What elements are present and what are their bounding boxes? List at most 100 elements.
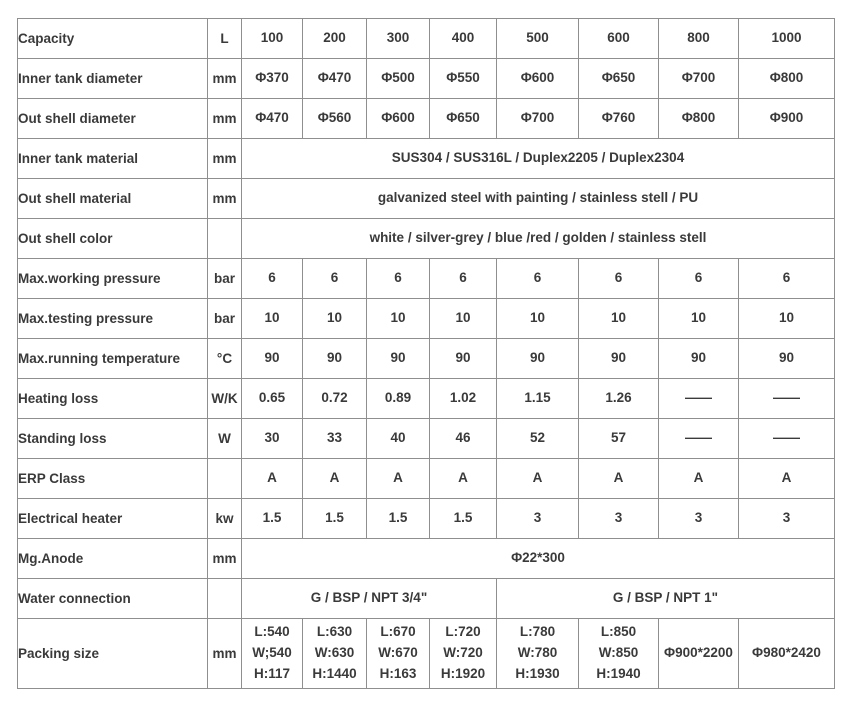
cell-value: Φ600 <box>496 58 579 99</box>
row-label: Inner tank material <box>17 138 208 179</box>
cell-value: A <box>241 458 303 499</box>
cell-value: 33 <box>302 418 367 459</box>
cell-value: 52 <box>496 418 579 459</box>
table-row-erp-class: ERP Class A A A A A A A A <box>17 458 835 499</box>
row-label: Max.testing pressure <box>17 298 208 339</box>
row-label: ERP Class <box>17 458 208 499</box>
cell-value: 90 <box>658 338 739 379</box>
water-connection-small: G / BSP / NPT 3/4" <box>241 578 497 619</box>
cell-span-value: white / silver-grey / blue /red / golden… <box>241 218 835 259</box>
cell-value: 90 <box>738 338 835 379</box>
table-row-capacity: Capacity L 100 200 300 400 500 600 800 1… <box>17 18 835 59</box>
cell-value: 90 <box>366 338 430 379</box>
row-label: Packing size <box>17 618 208 689</box>
cell-value: 3 <box>658 498 739 539</box>
cell-value: 90 <box>241 338 303 379</box>
packing-size-value: L:630 W:630 H:1440 <box>302 618 367 689</box>
cell-value: Φ650 <box>578 58 659 99</box>
water-connection-large: G / BSP / NPT 1" <box>496 578 835 619</box>
row-unit: W <box>207 418 242 459</box>
cell-value: A <box>429 458 497 499</box>
row-label: Out shell color <box>17 218 208 259</box>
cell-value: 30 <box>241 418 303 459</box>
cell-value: A <box>578 458 659 499</box>
cell-value: 57 <box>578 418 659 459</box>
packing-size-value: Φ900*2200 <box>658 618 739 689</box>
cell-value: 40 <box>366 418 430 459</box>
packing-size-value: Φ980*2420 <box>738 618 835 689</box>
row-label: Out shell material <box>17 178 208 219</box>
cell-value: 6 <box>658 258 739 299</box>
table-row-max-testing-pressure: Max.testing pressure bar 10 10 10 10 10 … <box>17 298 835 339</box>
row-label: Electrical heater <box>17 498 208 539</box>
cell-value: 1.5 <box>241 498 303 539</box>
table-row-inner-tank-material: Inner tank material mm SUS304 / SUS316L … <box>17 138 835 179</box>
cell-value: A <box>658 458 739 499</box>
cell-value: Φ700 <box>496 98 579 139</box>
table-row-out-shell-color: Out shell color white / silver-grey / bl… <box>17 218 835 259</box>
cell-value: Φ600 <box>366 98 430 139</box>
cell-value: —— <box>658 418 739 459</box>
cell-value: Φ760 <box>578 98 659 139</box>
cell-value: —— <box>738 418 835 459</box>
cell-value: Φ900 <box>738 98 835 139</box>
cell-value: A <box>302 458 367 499</box>
table-row-mg-anode: Mg.Anode mm Φ22*300 <box>17 538 835 579</box>
cell-value: Φ370 <box>241 58 303 99</box>
row-unit: bar <box>207 298 242 339</box>
cell-value: 3 <box>496 498 579 539</box>
cell-value: 10 <box>738 298 835 339</box>
cell-value: 6 <box>302 258 367 299</box>
cell-value: 90 <box>302 338 367 379</box>
row-unit: bar <box>207 258 242 299</box>
row-unit: mm <box>207 98 242 139</box>
cell-value: 1.5 <box>429 498 497 539</box>
packing-size-value: L:850 W:850 H:1940 <box>578 618 659 689</box>
row-unit: mm <box>207 538 242 579</box>
row-unit: L <box>207 18 242 59</box>
row-label: Out shell diameter <box>17 98 208 139</box>
cell-value: —— <box>738 378 835 419</box>
row-unit: kw <box>207 498 242 539</box>
cell-value: Φ650 <box>429 98 497 139</box>
cell-value: 10 <box>366 298 430 339</box>
cell-value: 6 <box>241 258 303 299</box>
cell-value: Φ700 <box>658 58 739 99</box>
table-row-max-running-temperature: Max.running temperature °C 90 90 90 90 9… <box>17 338 835 379</box>
row-label: Capacity <box>17 18 208 59</box>
row-unit <box>207 578 242 619</box>
row-label: Inner tank diameter <box>17 58 208 99</box>
cell-value: Φ800 <box>658 98 739 139</box>
table-row-inner-tank-diameter: Inner tank diameter mm Φ370 Φ470 Φ500 Φ5… <box>17 58 835 99</box>
capacity-value: 500 <box>496 18 579 59</box>
cell-value: 46 <box>429 418 497 459</box>
cell-value: 10 <box>429 298 497 339</box>
cell-value: A <box>366 458 430 499</box>
cell-value: 6 <box>496 258 579 299</box>
table-row-out-shell-material: Out shell material mm galvanized steel w… <box>17 178 835 219</box>
table-row-heating-loss: Heating loss W/K 0.65 0.72 0.89 1.02 1.1… <box>17 378 835 419</box>
spec-table: Capacity L 100 200 300 400 500 600 800 1… <box>17 18 835 689</box>
packing-size-value: L:670 W:670 H:163 <box>366 618 430 689</box>
capacity-value: 1000 <box>738 18 835 59</box>
cell-value: Φ470 <box>302 58 367 99</box>
cell-value: A <box>738 458 835 499</box>
table-row-standing-loss: Standing loss W 30 33 40 46 52 57 —— —— <box>17 418 835 459</box>
cell-value: Φ550 <box>429 58 497 99</box>
capacity-value: 400 <box>429 18 497 59</box>
cell-value: Φ500 <box>366 58 430 99</box>
packing-size-value: L:720 W:720 H:1920 <box>429 618 497 689</box>
cell-value: Φ560 <box>302 98 367 139</box>
capacity-value: 600 <box>578 18 659 59</box>
capacity-value: 200 <box>302 18 367 59</box>
table-row-max-working-pressure: Max.working pressure bar 6 6 6 6 6 6 6 6 <box>17 258 835 299</box>
cell-value: 1.02 <box>429 378 497 419</box>
row-label: Water connection <box>17 578 208 619</box>
row-unit <box>207 218 242 259</box>
cell-value: 90 <box>578 338 659 379</box>
table-row-electrical-heater: Electrical heater kw 1.5 1.5 1.5 1.5 3 3… <box>17 498 835 539</box>
cell-value: Φ470 <box>241 98 303 139</box>
cell-value: 10 <box>302 298 367 339</box>
table-row-water-connection: Water connection G / BSP / NPT 3/4" G / … <box>17 578 835 619</box>
